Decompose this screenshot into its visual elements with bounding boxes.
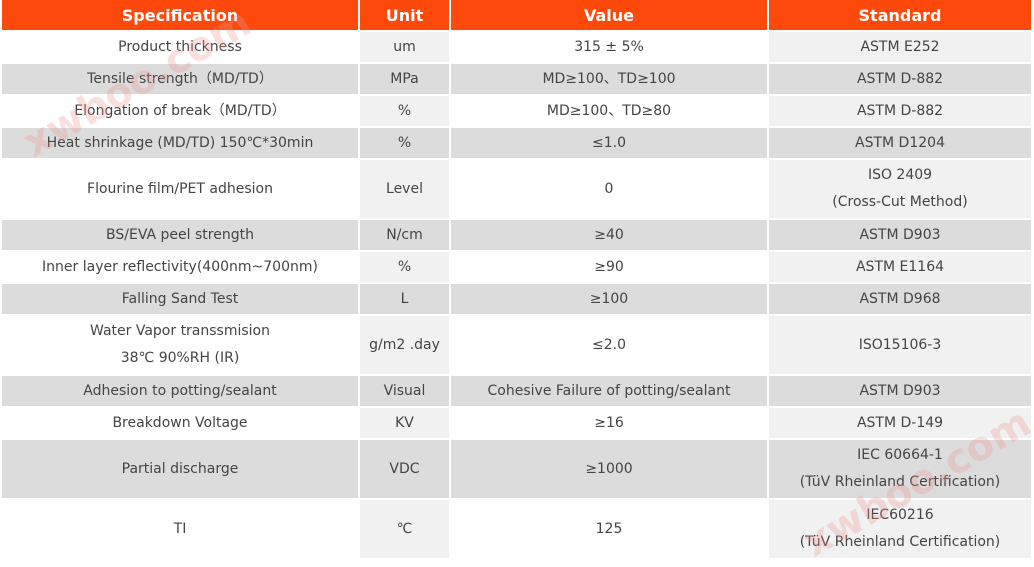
table-cell: Heat shrinkage (MD/TD) 150℃*30min [2, 128, 358, 158]
table-cell: ASTM E252 [769, 32, 1031, 62]
table-cell: um [360, 32, 449, 62]
cell-line: Water Vapor transsmision [90, 323, 270, 339]
table-cell: KV [360, 408, 449, 438]
table-cell: ≤1.0 [451, 128, 767, 158]
table-cell: ASTM D1204 [769, 128, 1031, 158]
table-cell: Level [360, 160, 449, 218]
cell-line: IEC60216 [866, 507, 934, 523]
table-cell: ISO 2409 (Cross-Cut Method) [769, 160, 1031, 218]
table-cell: ISO15106-3 [769, 316, 1031, 374]
table-cell: MD≥100、TD≥100 [451, 64, 767, 94]
cell-line: (Cross-Cut Method) [832, 194, 968, 210]
table-cell: g/m2 .day [360, 316, 449, 374]
table-cell: Tensile strength（MD/TD） [2, 64, 358, 94]
table-cell: ASTM D-149 [769, 408, 1031, 438]
cell-line: IEC 60664-1 [857, 447, 943, 463]
table-cell: MPa [360, 64, 449, 94]
cell-line: (TüV Rheinland Certification) [799, 534, 1001, 550]
table-cell: 0 [451, 160, 767, 218]
table-cell: MD≥100、TD≥80 [451, 96, 767, 126]
table-cell: Visual [360, 376, 449, 406]
table-cell: Inner layer reflectivity(400nm~700nm) [2, 252, 358, 282]
table-cell: ASTM D-882 [769, 64, 1031, 94]
cell-line: (TüV Rheinland Certification) [799, 474, 1001, 490]
cell-line: 38℃ 90%RH (IR) [120, 350, 240, 366]
spec-table: Specification Unit Value Standard Product th… [2, 0, 1031, 558]
header-cell: Specification [2, 0, 358, 30]
table-cell: Elongation of break（MD/TD） [2, 96, 358, 126]
table-cell: Breakdown Voltage [2, 408, 358, 438]
table-cell: % [360, 128, 449, 158]
table-cell: Product thickness [2, 32, 358, 62]
table-cell: ≥1000 [451, 440, 767, 498]
table-cell: Falling Sand Test [2, 284, 358, 314]
table-cell: Water Vapor transsmision 38℃ 90%RH (IR) [2, 316, 358, 374]
table-cell: VDC [360, 440, 449, 498]
table-cell: ASTM D-882 [769, 96, 1031, 126]
table-cell: ≥16 [451, 408, 767, 438]
header-cell: Standard [769, 0, 1031, 30]
table-cell: ≥40 [451, 220, 767, 250]
table-cell: N/cm [360, 220, 449, 250]
table-cell: % [360, 252, 449, 282]
table-cell: ℃ [360, 500, 449, 558]
table-cell: BS/EVA peel strength [2, 220, 358, 250]
table-cell: % [360, 96, 449, 126]
table-cell: ≥90 [451, 252, 767, 282]
table-cell: Adhesion to potting/sealant [2, 376, 358, 406]
table-cell: Flourine film/PET adhesion [2, 160, 358, 218]
table-cell: 315 ± 5% [451, 32, 767, 62]
table-cell: ASTM D903 [769, 220, 1031, 250]
cell-line: ISO 2409 [867, 167, 933, 183]
table-cell: ASTM D903 [769, 376, 1031, 406]
table-cell: IEC 60664-1 (TüV Rheinland Certification) [769, 440, 1031, 498]
table-cell: TI [2, 500, 358, 558]
header-cell: Unit [360, 0, 449, 30]
table-cell: ≤2.0 [451, 316, 767, 374]
table-cell: ASTM D968 [769, 284, 1031, 314]
table-cell: Cohesive Failure of potting/sealant [451, 376, 767, 406]
table-cell: IEC60216 (TüV Rheinland Certification) [769, 500, 1031, 558]
table-cell: Partial discharge [2, 440, 358, 498]
table-cell: 125 [451, 500, 767, 558]
table-cell: ASTM E1164 [769, 252, 1031, 282]
table-cell: L [360, 284, 449, 314]
table-cell: ≥100 [451, 284, 767, 314]
header-cell: Value [451, 0, 767, 30]
